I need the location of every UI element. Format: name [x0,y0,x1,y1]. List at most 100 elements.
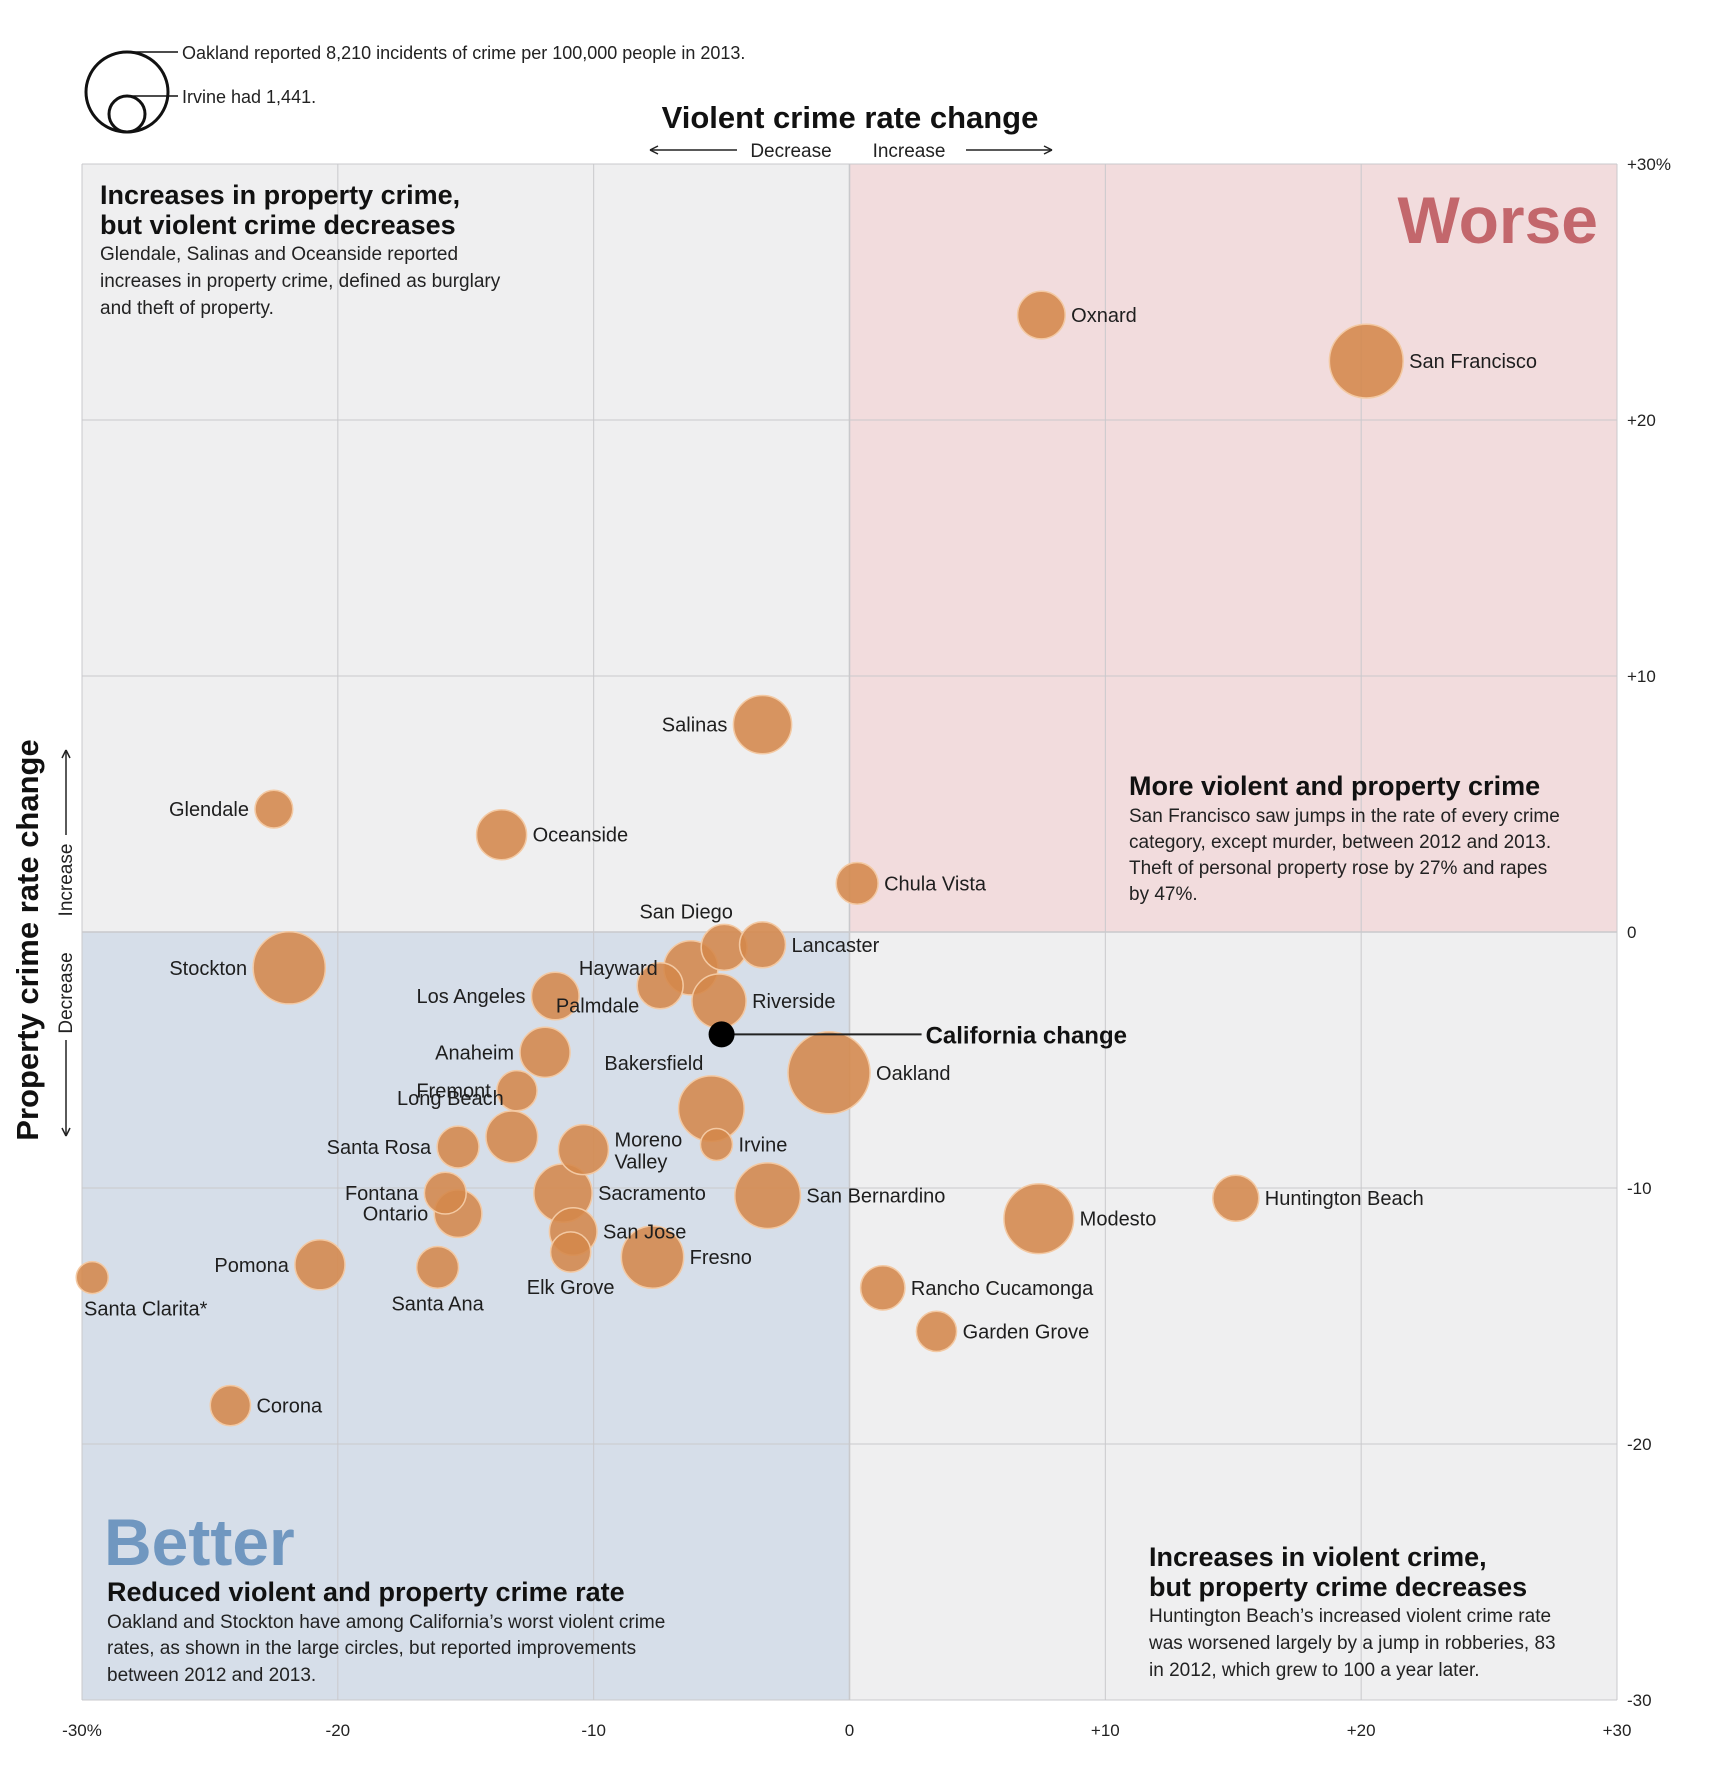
california-change-marker [708,1021,735,1048]
x-increase-label: Increase [873,141,946,162]
bubble-label: Bakersfield [604,1053,703,1075]
y-tick-label: -30 [1627,1691,1652,1710]
bubble-point[interactable] [835,861,879,906]
bubble-label-line: Moreno [614,1130,682,1152]
bubble-label-line: Valley [614,1152,667,1174]
bubble-label: Ontario [363,1204,429,1226]
bubble-series [75,290,1404,1427]
quadrant-top-right-annotation: Worse More violent and property crime Sa… [1129,183,1598,905]
bubble-label: Palmdale [556,996,639,1018]
bubble-point[interactable] [209,1384,252,1427]
bubble-label: Riverside [752,991,835,1013]
y-tick-label: -20 [1627,1435,1652,1454]
bubble-point[interactable] [519,1026,571,1079]
legend-small-note: Irvine had 1,441. [182,87,316,107]
top-left-body-3: and theft of property. [100,298,274,319]
bubble-label: Fontana [345,1183,419,1205]
worse-label: Worse [1397,183,1598,257]
bubble-point[interactable] [1003,1183,1075,1255]
bottom-right-body-3: in 2012, which grew to 100 a year later. [1149,1660,1480,1681]
bubble-label: Corona [256,1396,322,1418]
bubble-point[interactable] [738,921,787,969]
bubble-point[interactable] [620,1225,685,1290]
bubble-label: Oceanside [533,825,629,847]
top-left-body-2: increases in property crime, defined as … [100,271,501,292]
grid-lines [81,163,1618,1701]
bubble-label: Anaheim [435,1042,514,1064]
bubble-label: Huntington Beach [1265,1188,1424,1210]
bottom-right-body-1: Huntington Beach’s increased violent cri… [1149,1606,1551,1627]
y-decrease-label: Decrease [56,952,77,1033]
bubble-point[interactable] [252,931,327,1005]
bubble-label: Santa Ana [391,1293,484,1315]
quadrant-top-left-bg [82,164,850,932]
quadrant-better-bg [82,932,850,1700]
x-decrease-label: Decrease [750,141,831,162]
x-tick-label: 0 [845,1721,854,1740]
bottom-right-heading-2: but property crime decreases [1149,1572,1527,1602]
y-tick-label: -10 [1627,1179,1652,1198]
top-right-body-4: by 47%. [1129,884,1198,905]
bubble-label: Stockton [169,958,247,980]
bottom-left-body-2: rates, as shown in the large circles, bu… [107,1638,636,1659]
bubble-point[interactable] [294,1239,346,1291]
california-change-label: California change [926,1022,1127,1049]
bubble-point[interactable] [557,1123,610,1176]
bubble-point[interactable] [691,973,747,1029]
down-arrow-icon [61,1127,71,1137]
bubble-point[interactable] [734,1162,802,1230]
bubble-label: Los Angeles [417,986,526,1008]
bubble-point[interactable] [915,1310,958,1353]
quadrant-worse-bg [849,164,1617,932]
x-tick-label: -20 [326,1721,351,1740]
bubble-label: Santa Rosa [327,1137,432,1159]
bubble-point[interactable] [787,1031,871,1115]
bubble-point[interactable] [1016,290,1066,340]
top-left-body-1: Glendale, Salinas and Oceanside reported [100,244,458,265]
bubble-point[interactable] [415,1245,460,1290]
x-axis-title-group: Violent crime rate change Decrease Incre… [649,100,1053,162]
y-axis-title-group: Property crime rate change Increase Decr… [10,739,77,1140]
california-reference: California change [708,1021,1127,1049]
legend-small-circle [107,94,147,134]
bubble-label: San Bernardino [806,1186,945,1208]
bubble-point[interactable] [75,1260,109,1295]
bubble-label: Pomona [214,1255,289,1277]
bubble-point[interactable] [859,1264,906,1311]
bottom-left-body-1: Oakland and Stockton have among Californ… [107,1612,665,1633]
bubble-point[interactable] [1328,323,1404,399]
top-right-body-3: Theft of personal property rose by 27% a… [1129,858,1547,879]
bottom-right-heading-1: Increases in violent crime, [1149,1542,1487,1572]
bubble-point[interactable] [530,971,580,1021]
bubble-point[interactable] [423,1171,467,1215]
x-tick-label: -30% [62,1721,102,1740]
bubble-point[interactable] [1212,1174,1260,1222]
up-arrow-icon [61,749,71,759]
top-right-body-1: San Francisco saw jumps in the rate of e… [1129,806,1560,827]
bubble-label: San Diego [639,901,732,923]
bubble-point[interactable] [475,808,528,861]
better-label: Better [104,1505,295,1579]
bubble-point[interactable] [732,694,793,755]
x-axis-title: Violent crime rate change [662,100,1039,135]
y-axis-ticks: +30% +20 +10 0 -10 -20 -30 [1627,155,1671,1710]
bubble-point[interactable] [549,1231,592,1273]
bubble-point[interactable] [485,1110,539,1164]
legend-large-note: Oakland reported 8,210 incidents of crim… [182,43,745,63]
bubble-point[interactable] [496,1069,538,1112]
bubble-point[interactable] [436,1125,480,1169]
y-axis-title: Property crime rate change [10,739,45,1140]
bubble-label: Oxnard [1071,305,1137,327]
bubble-point[interactable] [254,789,294,829]
y-increase-label: Increase [56,844,77,917]
bubble-label: Rancho Cucamonga [911,1278,1094,1300]
quadrant-bottom-right-annotation: Increases in violent crime, but property… [1148,1542,1556,1681]
bubble-label: Chula Vista [884,873,987,895]
quadrant-backgrounds [82,164,1617,1700]
y-tick-label: +10 [1627,667,1656,686]
quadrant-top-left-annotation: Increases in property crime, but violent… [100,180,501,319]
bubble-label: Modesto [1080,1209,1157,1231]
bubble-point[interactable] [699,1127,734,1162]
bubble-label: San Francisco [1409,351,1537,373]
bubble-point[interactable] [636,962,684,1010]
